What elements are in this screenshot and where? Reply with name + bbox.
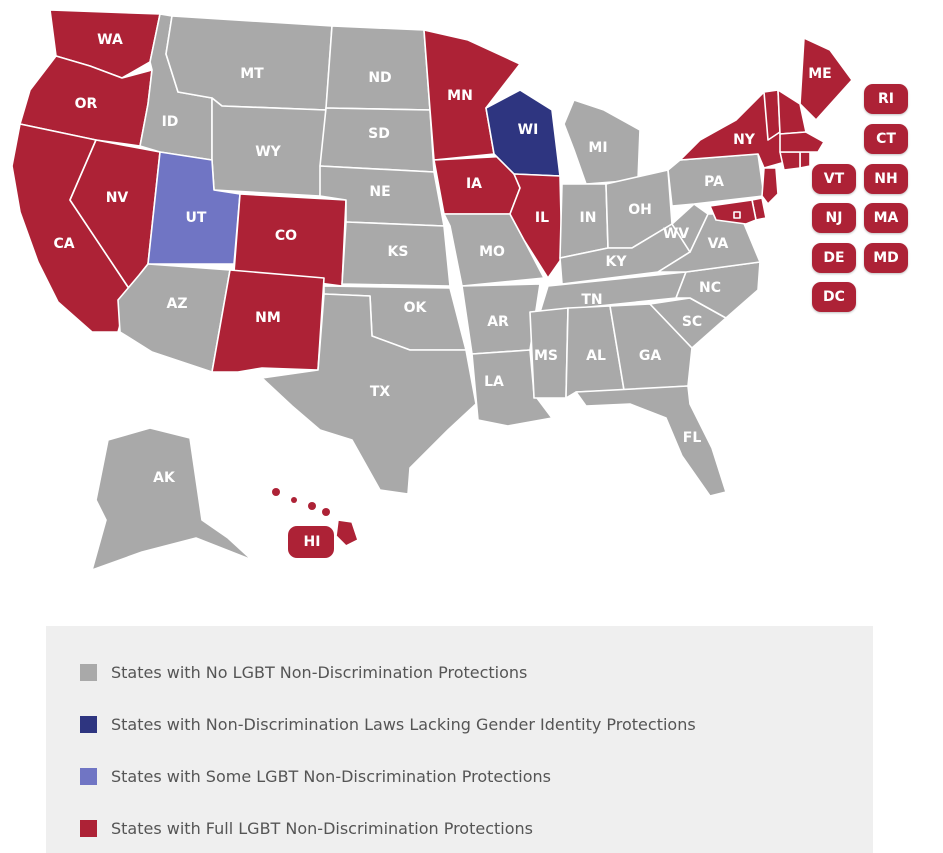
state-label-az: AZ <box>167 296 188 312</box>
state-ak[interactable] <box>91 427 253 571</box>
us-map-svg: WA OR CA NV ID MT WY UT CO AZ NM ND SD NE KS OK TX MN IA MO… <box>11 9 853 571</box>
state-label-in: IN <box>580 210 597 226</box>
state-dc[interactable] <box>733 211 741 219</box>
legend-swatch <box>80 819 97 837</box>
legend-label: States with Non-Discrimination Laws Lack… <box>111 714 696 734</box>
callout-dc[interactable]: DC <box>812 282 856 312</box>
state-label-wi: WI <box>518 122 539 138</box>
state-label-ak: AK <box>153 470 176 486</box>
legend-label: States with Full LGBT Non-Discrimination… <box>111 818 533 838</box>
state-md[interactable] <box>709 199 757 225</box>
legend-label: States with Some LGBT Non-Discrimination… <box>111 766 551 786</box>
callout-nj[interactable]: NJ <box>812 203 856 233</box>
legend: States with No LGBT Non-Discrimination P… <box>46 626 873 853</box>
state-ct[interactable] <box>779 151 801 171</box>
state-fl[interactable] <box>575 385 727 497</box>
state-ks[interactable] <box>341 221 451 287</box>
state-label-pa: PA <box>704 174 724 190</box>
state-label-mn: MN <box>447 88 473 104</box>
state-label-tx: TX <box>370 384 391 400</box>
state-label-la: LA <box>484 374 504 390</box>
callout-de[interactable]: DE <box>812 243 856 273</box>
hi-pill-background <box>288 526 334 558</box>
state-label-ga: GA <box>639 348 661 364</box>
state-hi[interactable] <box>335 519 359 547</box>
callout-nh[interactable]: NH <box>864 164 908 194</box>
state-label-va: VA <box>708 236 729 252</box>
state-label-ks: KS <box>388 244 409 260</box>
state-label-ms: MS <box>534 348 558 364</box>
legend-item-lacking-gi: States with Non-Discrimination Laws Lack… <box>80 713 696 735</box>
state-label-nm: NM <box>255 310 281 326</box>
legend-item-some: States with Some LGBT Non-Discrimination… <box>80 765 551 787</box>
legend-swatch <box>80 663 97 681</box>
state-label-or: OR <box>75 96 98 112</box>
state-il[interactable] <box>509 173 563 279</box>
legend-item-none: States with No LGBT Non-Discrimination P… <box>80 661 527 683</box>
legend-label: States with No LGBT Non-Discrimination P… <box>111 662 528 682</box>
state-label-ny: NY <box>733 132 756 148</box>
state-label-nv: NV <box>106 190 129 206</box>
state-label-ar: AR <box>487 314 509 330</box>
state-label-ne: NE <box>369 184 390 200</box>
states-layer <box>11 9 853 571</box>
state-label-wy: WY <box>255 144 281 160</box>
callout-vt[interactable]: VT <box>812 164 856 194</box>
state-label-al: AL <box>586 348 606 364</box>
state-label-wv: WV <box>663 226 689 242</box>
legend-swatch <box>80 715 97 733</box>
state-nj[interactable] <box>761 167 779 205</box>
labels-layer: WA OR CA NV ID MT WY UT CO AZ NM ND SD NE KS OK TX MN IA MO… <box>53 32 832 558</box>
state-label-ut: UT <box>186 210 207 226</box>
state-label-ca: CA <box>53 236 74 252</box>
state-tx[interactable] <box>261 293 477 495</box>
legend-swatch <box>80 767 97 785</box>
state-label-hi: HI <box>304 534 321 550</box>
state-ga[interactable] <box>609 303 693 391</box>
state-label-mo: MO <box>479 244 505 260</box>
state-label-id: ID <box>162 114 179 130</box>
state-label-me: ME <box>808 66 832 82</box>
state-label-nd: ND <box>368 70 391 86</box>
callout-ct[interactable]: CT <box>864 124 908 154</box>
callout-ma[interactable]: MA <box>864 203 908 233</box>
callout-md[interactable]: MD <box>864 243 908 273</box>
state-label-wa: WA <box>97 32 123 48</box>
state-label-tn: TN <box>581 292 602 308</box>
legend-item-full: States with Full LGBT Non-Discrimination… <box>80 817 533 839</box>
us-map: WA OR CA NV ID MT WY UT CO AZ NM ND SD NE KS OK TX MN IA MO… <box>11 9 908 571</box>
state-ri[interactable] <box>799 151 811 169</box>
state-label-sc: SC <box>682 314 702 330</box>
hawaii-island <box>322 508 330 516</box>
hawaii-island <box>272 488 280 496</box>
state-wv[interactable] <box>671 203 709 253</box>
hawaii-island <box>308 502 316 510</box>
state-az[interactable] <box>117 263 231 373</box>
state-nd[interactable] <box>325 25 431 111</box>
state-ma[interactable] <box>779 131 825 153</box>
state-label-oh: OH <box>628 202 652 218</box>
state-label-ok: OK <box>404 300 428 316</box>
state-label-ia: IA <box>466 176 482 192</box>
state-label-co: CO <box>275 228 297 244</box>
state-label-fl: FL <box>683 430 702 446</box>
hawaii-island <box>291 497 297 503</box>
state-label-nc: NC <box>699 280 721 296</box>
state-nm[interactable] <box>211 269 325 373</box>
state-la[interactable] <box>471 349 553 427</box>
callout-ri[interactable]: RI <box>864 84 908 114</box>
state-label-mt: MT <box>240 66 264 82</box>
state-label-sd: SD <box>368 126 390 142</box>
state-label-il: IL <box>535 210 549 226</box>
state-me[interactable] <box>799 37 853 121</box>
state-label-ky: KY <box>606 254 628 270</box>
state-label-mi: MI <box>588 140 607 156</box>
